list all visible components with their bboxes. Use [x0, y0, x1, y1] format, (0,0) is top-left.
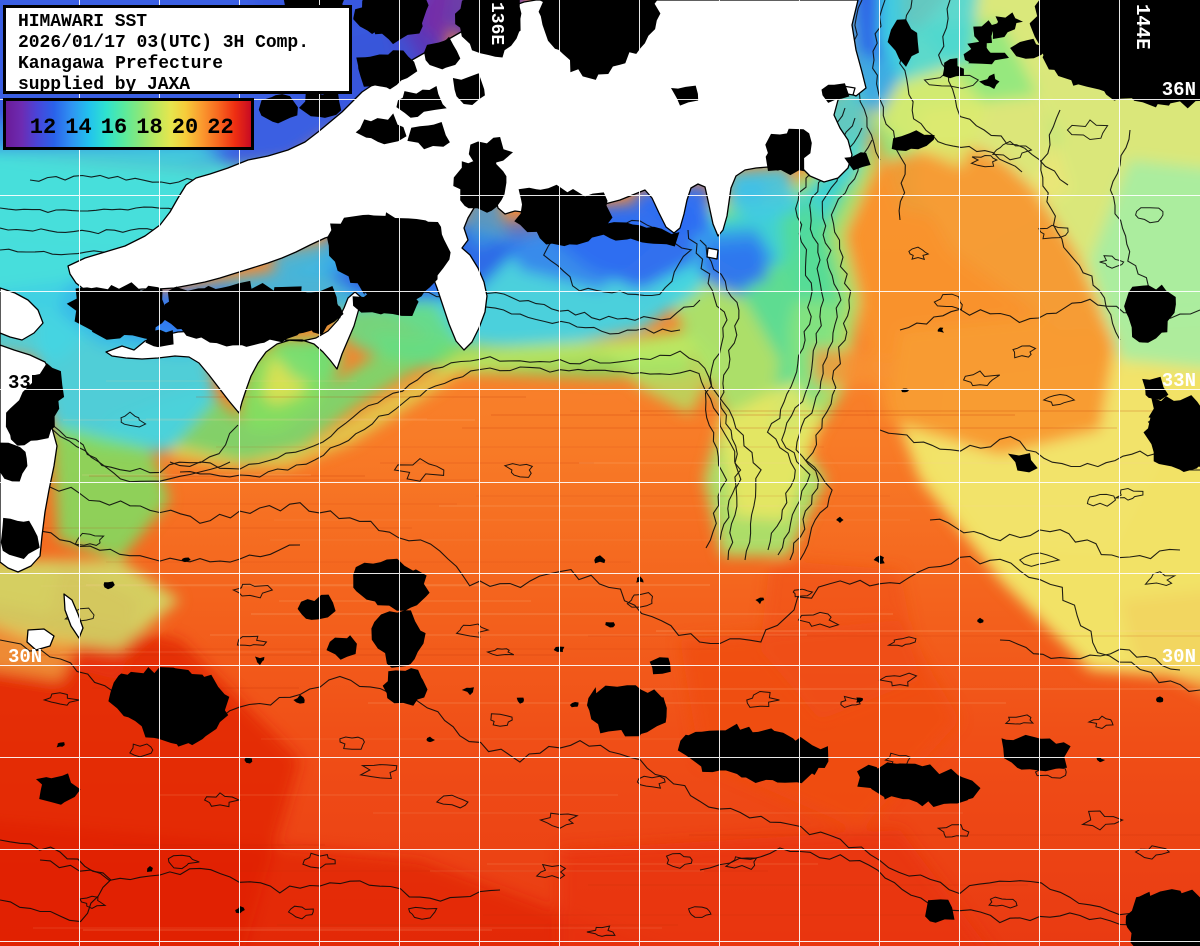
svg-text:2026/01/17 03(UTC) 3H Comp.: 2026/01/17 03(UTC) 3H Comp.: [18, 33, 309, 53]
svg-text:HIMAWARI SST: HIMAWARI SST: [18, 12, 147, 32]
svg-text:136E: 136E: [486, 2, 506, 45]
svg-text:144E: 144E: [1131, 4, 1153, 50]
svg-text:36N: 36N: [1162, 79, 1196, 101]
svg-text:supplied by JAXA: supplied by JAXA: [18, 75, 190, 95]
svg-text:33N: 33N: [8, 372, 42, 394]
svg-text:30N: 30N: [1162, 646, 1196, 668]
svg-text:20: 20: [172, 115, 198, 140]
svg-text:12: 12: [30, 115, 56, 140]
svg-text:Kanagawa Prefecture: Kanagawa Prefecture: [18, 54, 223, 74]
svg-text:14: 14: [65, 115, 91, 140]
svg-text:30N: 30N: [8, 646, 42, 668]
svg-text:18: 18: [136, 115, 162, 140]
svg-text:22: 22: [207, 115, 233, 140]
svg-text:16: 16: [101, 115, 127, 140]
svg-text:33N: 33N: [1162, 370, 1196, 392]
